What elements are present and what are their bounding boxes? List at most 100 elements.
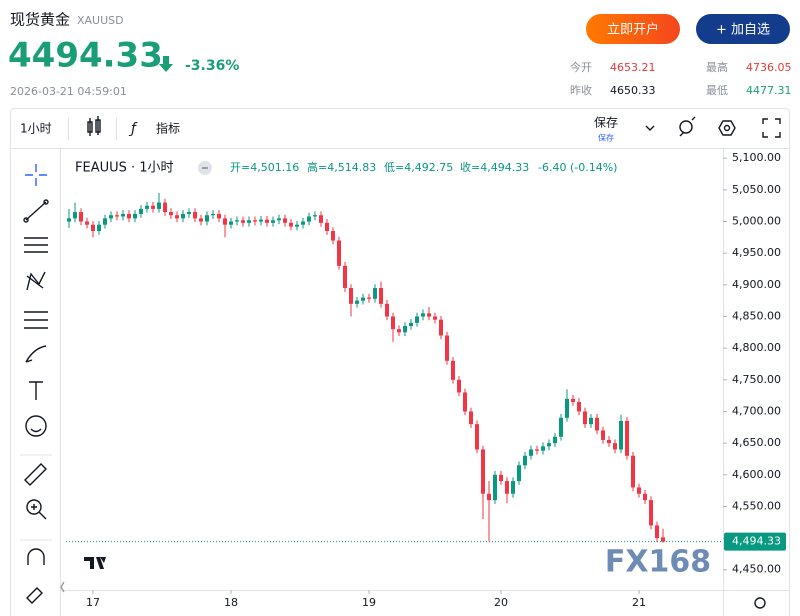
candle-body [301, 221, 305, 225]
candle-body [583, 411, 587, 425]
candle-body [217, 213, 221, 219]
candle-body [325, 222, 329, 232]
candle-body [427, 313, 431, 317]
candle-body [115, 215, 119, 217]
x-tick-label: 17 [86, 596, 100, 609]
candle-body [313, 215, 317, 217]
candle-body [457, 379, 461, 393]
candle-body [421, 313, 425, 317]
down-arrow [159, 56, 173, 72]
alert-icon[interactable] [679, 116, 696, 137]
stat-label: 今开 [570, 60, 592, 74]
price: 4494.33 [8, 36, 163, 76]
candle-body [511, 481, 515, 494]
candle-body [523, 455, 527, 466]
y-tick-label: 4,850.00 [732, 310, 781, 323]
candle-body [109, 215, 113, 219]
candle-body [205, 215, 209, 222]
stat-value: 4650.33 [610, 84, 656, 97]
candle-body [481, 449, 485, 494]
watchlist-label[interactable]: + 加自选 [716, 23, 770, 38]
ohlc-legend: 开=4,501.16 [230, 161, 299, 174]
legend-symbol: FEAUUS · 1小时 [75, 161, 174, 176]
title: 现货黄金 [10, 11, 70, 29]
candle-body [595, 417, 599, 431]
candle-body [547, 443, 551, 447]
candle-body [541, 446, 545, 451]
candle-body [91, 224, 95, 232]
y-tick-label: 5,100.00 [732, 151, 781, 164]
candle-body [637, 487, 641, 494]
fx-icon[interactable]: ƒ [128, 121, 138, 137]
x-tick-label: 20 [494, 596, 508, 609]
candle-body [127, 213, 131, 219]
drawing-tools[interactable] [23, 164, 49, 604]
candle-body [391, 316, 395, 330]
chevron[interactable] [645, 125, 655, 131]
stat-value: 4477.31 [746, 84, 792, 97]
timestamp: 2026-03-21 04:59:01 [10, 85, 127, 98]
candle-body [121, 213, 125, 217]
candle-body [187, 212, 191, 214]
candle-type-icon[interactable] [87, 116, 101, 136]
collapse-handle[interactable] [60, 581, 65, 593]
candle-body [469, 411, 473, 425]
candle-body [403, 326, 407, 333]
candle-body [643, 493, 647, 501]
candle-body [625, 420, 629, 456]
x-tick-label: 21 [632, 596, 646, 609]
candle-body [571, 398, 575, 402]
candle-body [445, 335, 449, 361]
x-tick-label: 19 [362, 596, 376, 609]
candle-body [661, 537, 665, 542]
open-account-label[interactable]: 立即开户 [607, 22, 659, 38]
candle-body [67, 218, 71, 222]
open-account-button[interactable] [586, 14, 680, 44]
fullscreen-icon[interactable] [762, 118, 781, 138]
candle-body [589, 417, 593, 425]
candle-body [343, 265, 347, 289]
stat-label: 昨收 [570, 83, 592, 97]
y-tick-label: 4,700.00 [732, 404, 781, 417]
change: -3.36% [185, 58, 239, 74]
candle-body [253, 220, 257, 222]
y-tick-label: 5,000.00 [732, 215, 781, 228]
candle-body [211, 213, 215, 216]
stat-label: 最低 [706, 84, 728, 97]
candle-body [433, 316, 437, 320]
watchlist-button[interactable] [696, 14, 790, 44]
candle-body [163, 202, 167, 213]
candle-body [385, 303, 389, 317]
candle-body [307, 216, 311, 222]
candle-body [505, 481, 509, 494]
stat-value: 4736.05 [746, 61, 792, 74]
candle-body [181, 213, 185, 219]
chart-card [10, 108, 790, 616]
axis-settings[interactable] [754, 597, 766, 609]
y-tick-label: 4,900.00 [732, 278, 781, 291]
candle-body [133, 213, 137, 219]
ohlc-legend: 收=4,494.33 [460, 160, 529, 174]
y-tick-label: 4,550.00 [732, 499, 781, 512]
candle-body [151, 205, 155, 209]
candle-body [409, 322, 413, 326]
watermark: FX168 [605, 545, 711, 580]
y-tick-label: 4,650.00 [732, 436, 781, 449]
candle-body [265, 219, 269, 223]
candle-body [373, 288, 377, 299]
candle-body [235, 220, 239, 222]
candle-body [157, 202, 161, 209]
candle-body [613, 443, 617, 450]
interval[interactable]: 1小时 [20, 122, 52, 136]
settings-icon[interactable] [718, 120, 736, 136]
candle-body [247, 220, 251, 223]
candle-body [601, 430, 605, 440]
candle-body [271, 220, 275, 223]
candle-body [631, 455, 635, 488]
indicators[interactable]: 指标 [156, 121, 180, 136]
symbol: XAUUSD [77, 14, 124, 27]
candle-body [193, 212, 197, 219]
save[interactable]: 保存 [594, 116, 618, 130]
candle-body [493, 474, 497, 501]
